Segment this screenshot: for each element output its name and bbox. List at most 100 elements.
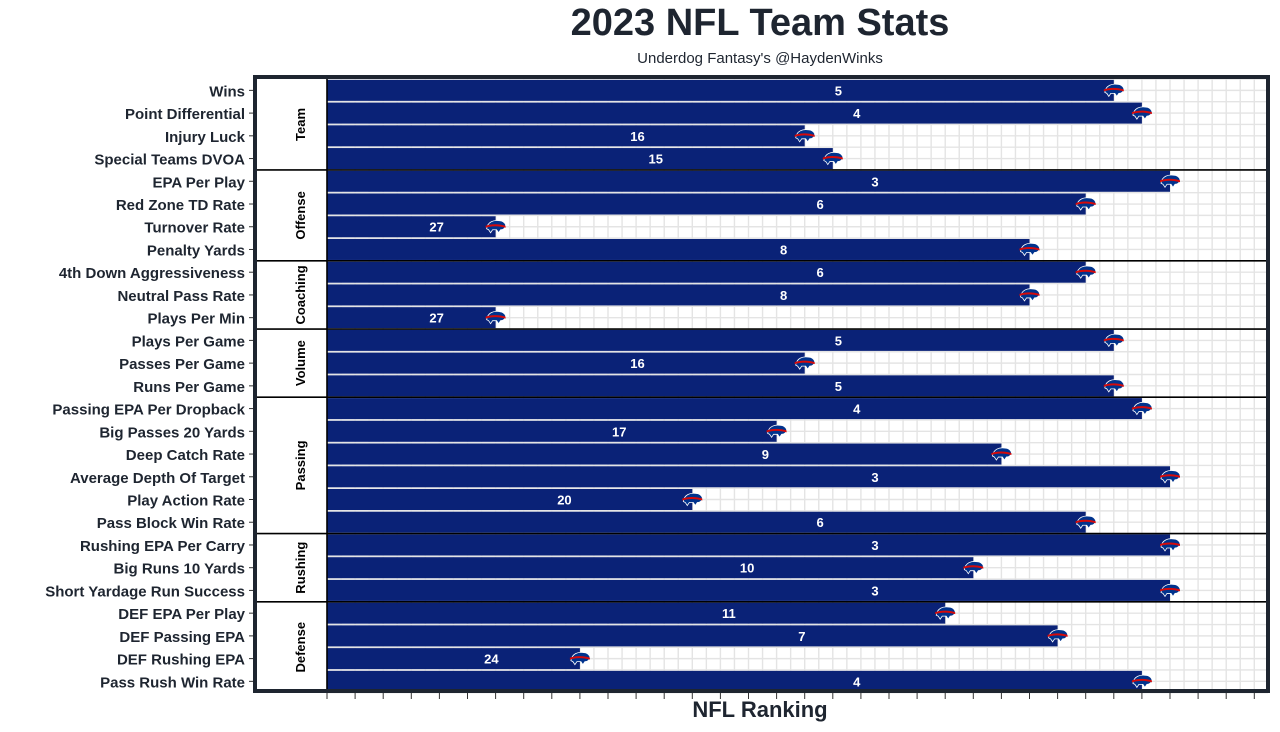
bills-logo-icon [682,491,703,507]
row-label: Pass Rush Win Rate [100,674,245,691]
bills-logo-icon [1131,673,1153,689]
bar-value-label: 3 [871,583,878,598]
row-label: Short Yardage Run Success [45,583,245,600]
bills-logo-icon [794,355,816,370]
chart-title: 2023 NFL Team Stats [570,2,950,44]
bar-value-label: 10 [740,561,754,576]
bar-passing-epa-per-dropback [327,398,1142,420]
bar-value-label: 4 [853,674,861,689]
bills-logo-icon [1160,173,1181,189]
bar-4th-down-aggressiveness [327,261,1086,283]
bar-average-depth-of-target [327,466,1170,488]
bar-special-teams-dvoa [327,148,833,170]
row-label: Runs Per Game [133,379,245,396]
row-label: Average Depth Of Target [70,470,245,487]
row-label: Injury Luck [165,129,246,146]
row-label: Play Action Rate [127,493,245,510]
row-label: DEF Rushing EPA [117,652,245,669]
bills-logo-icon [822,150,844,166]
bar-value-label: 6 [817,515,824,530]
bills-logo-icon [1160,582,1181,598]
bar-value-label: 17 [612,424,626,439]
bar-rushing-epa-per-carry [327,534,1170,556]
bar-value-label: 6 [817,197,824,212]
row-label: Big Runs 10 Yards [114,561,245,578]
bar-def-epa-per-play [327,602,946,624]
bar-epa-per-play [327,170,1170,192]
row-label: DEF Passing EPA [119,629,245,646]
bar-penalty-yards [327,238,1030,260]
bar-red-zone-td-rate [327,193,1086,215]
facet-label-rushing: Rushing [293,542,308,594]
bar-value-label: 20 [557,493,571,508]
bar-wins [327,79,1114,101]
bar-def-passing-epa [327,625,1058,647]
row-label: EPA Per Play [152,174,245,191]
facet-strip-background [255,77,327,691]
bar-value-label: 15 [649,152,663,167]
bar-value-label: 7 [798,629,805,644]
bills-logo-icon [1075,514,1097,529]
bills-logo-icon [991,446,1012,461]
bar-value-label: 27 [429,311,443,326]
row-label: 4th Down Aggressiveness [59,265,245,282]
bills-logo-icon [766,423,788,439]
row-label: Deep Catch Rate [126,447,245,464]
bills-logo-icon [485,309,507,325]
bills-logo-icon [1103,377,1125,393]
bills-logo-icon [1047,627,1069,643]
bills-logo-icon [1103,82,1125,98]
row-label: Plays Per Game [132,333,245,350]
chart-subtitle: Underdog Fantasy's @HaydenWinks [637,50,883,67]
bills-logo-icon [1160,536,1181,552]
bills-logo-icon [1160,468,1181,484]
row-label: Red Zone TD Rate [116,197,245,214]
bills-logo-icon [1103,332,1125,348]
bar-value-label: 16 [630,356,644,371]
bar-value-label: 4 [853,402,861,417]
bills-logo-icon [569,650,591,666]
bar-big-passes-20-yards [327,420,777,442]
bar-value-label: 8 [780,242,787,257]
bar-value-label: 3 [871,538,878,553]
bar-runs-per-game [327,375,1114,397]
bar-value-label: 4 [853,106,861,121]
bar-plays-per-game [327,329,1114,351]
row-label: Penalty Yards [147,242,245,259]
row-label: Pass Block Win Rate [97,515,245,532]
bar-deep-catch-rate [327,443,1002,465]
row-label: Wins [209,83,245,100]
row-label: DEF EPA Per Play [118,606,245,623]
bar-neutral-pass-rate [327,284,1030,306]
facet-label-offense: Offense [293,191,308,239]
bar-value-label: 5 [835,333,842,348]
bar-value-label: 16 [630,129,644,144]
plot-frame [253,75,1270,693]
row-label: Point Differential [125,106,245,123]
bar-pass-rush-win-rate [327,670,1142,692]
bar-value-label: 24 [484,652,499,667]
bills-logo-icon [1075,264,1097,279]
bar-value-label: 5 [835,83,842,98]
facet-label-defense: Defense [293,622,308,673]
bar-value-label: 6 [817,265,824,280]
bar-def-rushing-epa [327,648,580,670]
bills-logo-icon [1131,105,1153,120]
bar-short-yardage-run-success [327,579,1170,601]
bar-value-label: 11 [722,606,736,621]
row-label: Turnover Rate [144,220,245,237]
bar-play-action-rate [327,489,693,511]
bills-logo-icon [1019,241,1040,257]
bar-value-label: 3 [871,174,878,189]
bar-value-label: 5 [835,379,842,394]
bills-logo-icon [935,605,956,620]
bar-value-label: 9 [762,447,769,462]
bills-logo-icon [963,559,984,575]
bar-plays-per-min [327,307,496,329]
x-axis-label: NFL Ranking [692,697,828,722]
bar-value-label: 3 [871,470,878,485]
bar-value-label: 27 [429,220,443,235]
bar-pass-block-win-rate [327,511,1086,533]
bills-logo-icon [794,127,816,143]
